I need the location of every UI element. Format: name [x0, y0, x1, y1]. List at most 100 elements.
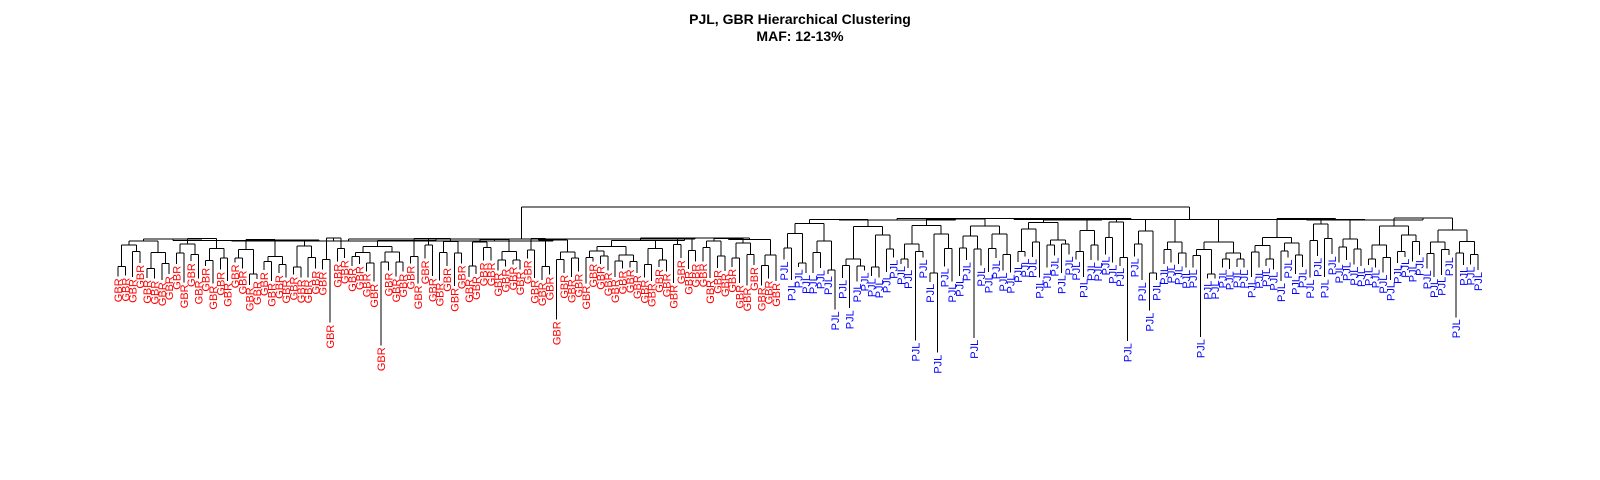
leaf-label: PJL [1049, 258, 1061, 277]
leaf-label: GBR [596, 266, 608, 290]
leaf-label: PJL [932, 355, 944, 374]
leaf-label: GBR [157, 282, 169, 306]
leaf-label: GBR [691, 264, 703, 288]
leaf-label: PJL [896, 266, 908, 285]
leaf-label: GBR [457, 265, 469, 289]
leaf-label: PJL [1247, 279, 1259, 298]
leaf-label: GBR [479, 262, 491, 286]
leaf-label: PJL [1013, 264, 1025, 283]
title-line: PJL, GBR Hierarchical Clustering [689, 11, 911, 27]
subtitle-line: MAF: 12-13% [756, 28, 844, 44]
leaf-label: GBR [581, 286, 593, 310]
leaf-label: GBR [464, 279, 476, 303]
leaf-label: GBR [413, 285, 425, 309]
leaf-label: PJL [1290, 276, 1302, 295]
leaf-label: GBR [442, 268, 454, 292]
leaf-label: GBR [318, 272, 330, 296]
leaf-label: GBR [676, 260, 688, 284]
leaf-label: PJL [1232, 269, 1244, 288]
leaf-label: PJL [1466, 266, 1478, 285]
leaf-label: GBR [362, 273, 374, 297]
leaf-label: PJL [998, 273, 1010, 292]
leaf-label: PJL [1312, 258, 1324, 277]
leaf-label: GBR [120, 278, 132, 302]
leaf-label: GBR [530, 280, 542, 304]
leaf-label: GBR [347, 268, 359, 292]
leaf-label: PJL [1188, 269, 1200, 288]
leaf-label: GBR [405, 266, 417, 290]
leaf-label: GBR [574, 274, 586, 298]
leaf-label: GBR [764, 280, 776, 304]
leaf-label: GBR [179, 284, 191, 308]
leaf-label: GBR [471, 276, 483, 300]
leaf-label: GBR [354, 266, 366, 290]
leaf-label: PJL [1173, 266, 1185, 285]
leaf-label: GBR [713, 270, 725, 294]
leaf-label: GBR [150, 281, 162, 305]
leaf-label: PJL [874, 279, 886, 298]
leaf-label: PJL [1473, 272, 1485, 291]
leaf-label: PJL [903, 270, 915, 289]
leaf-label: PJL [1320, 279, 1332, 298]
leaf-label: PJL [1422, 270, 1434, 289]
leaf-label: PJL [1327, 256, 1339, 275]
leaf-label: PJL [794, 269, 806, 288]
leaf-label: PJL [837, 280, 849, 299]
leaf-label: GBR [325, 325, 337, 349]
leaf-label: PJL [918, 259, 930, 278]
leaf-label: PJL [1298, 269, 1310, 288]
leaf-label: PJL [1166, 264, 1178, 283]
leaf-label: PJL [984, 274, 996, 293]
leaf-label: GBR [771, 283, 783, 307]
leaf-label: PJL [859, 272, 871, 291]
leaf-label: PJL [1378, 275, 1390, 294]
leaf-label: GBR [500, 269, 512, 293]
leaf-label: GBR [230, 264, 242, 288]
leaf-label: PJL [1005, 274, 1017, 293]
leaf-label: GBR [237, 271, 249, 295]
leaf-label: PJL [830, 311, 842, 330]
leaf-label: PJL [1451, 319, 1463, 338]
leaf-label: GBR [508, 267, 520, 291]
leaf-label: PJL [1239, 270, 1251, 289]
leaf-label: GBR [142, 280, 154, 304]
leaf-label: GBR [186, 263, 198, 287]
leaf-label: PJL [1086, 262, 1098, 281]
leaf-label: PJL [910, 343, 922, 362]
leaf-label: GBR [171, 266, 183, 290]
leaf-label: GBR [552, 321, 564, 345]
leaf-label: GBR [303, 280, 315, 304]
leaf-label: GBR [274, 275, 286, 299]
leaf-label: PJL [1349, 267, 1361, 286]
leaf-label: PJL [1407, 263, 1419, 282]
leaf-label: PJL [1181, 270, 1193, 289]
leaf-label: PJL [1064, 256, 1076, 275]
leaf-label: GBR [515, 271, 527, 295]
leaf-label: GBR [625, 269, 637, 293]
leaf-label: GBR [544, 277, 556, 301]
leaf-label: GBR [522, 260, 534, 284]
leaf-label: PJL [1152, 282, 1164, 301]
leaf-label: GBR [128, 279, 140, 303]
leaf-label: GBR [698, 263, 710, 287]
leaf-label: PJL [889, 260, 901, 279]
leaf-label: PJL [1108, 265, 1120, 284]
leaf-label: PJL [976, 268, 988, 287]
leaf-label: PJL [1283, 259, 1295, 278]
leaf-label: GBR [661, 273, 673, 297]
leaf-label: PJL [1027, 259, 1039, 278]
leaf-label: PJL [1137, 282, 1149, 301]
leaf-label: PJL [1254, 270, 1266, 289]
leaf-label: GBR [259, 272, 271, 296]
leaf-label: PJL [1268, 272, 1280, 291]
leaf-label: GBR [705, 280, 717, 304]
leaf-label: GBR [449, 288, 461, 312]
leaf-label: PJL [1159, 266, 1171, 285]
leaf-label: GBR [493, 273, 505, 297]
leaf-label: PJL [1020, 259, 1032, 278]
leaf-label: PJL [1276, 283, 1288, 302]
leaf-label: GBR [245, 287, 257, 311]
leaf-label: PJL [1115, 268, 1127, 287]
leaf-label: PJL [1371, 269, 1383, 288]
leaf-label: GBR [566, 279, 578, 303]
